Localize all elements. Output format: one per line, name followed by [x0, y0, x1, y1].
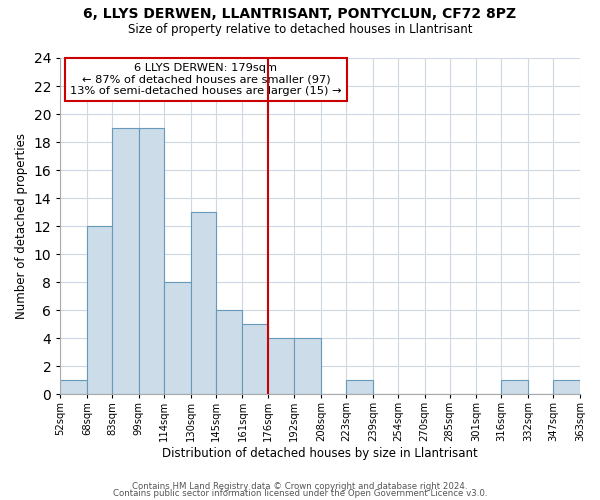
Bar	[242, 324, 268, 394]
Text: 6, LLYS DERWEN, LLANTRISANT, PONTYCLUN, CF72 8PZ: 6, LLYS DERWEN, LLANTRISANT, PONTYCLUN, …	[83, 8, 517, 22]
Bar	[346, 380, 373, 394]
Text: 6 LLYS DERWEN: 179sqm
← 87% of detached houses are smaller (97)
13% of semi-deta: 6 LLYS DERWEN: 179sqm ← 87% of detached …	[70, 63, 341, 96]
Bar	[139, 128, 164, 394]
Bar	[294, 338, 321, 394]
Bar	[164, 282, 191, 394]
Bar	[61, 380, 87, 394]
Y-axis label: Number of detached properties: Number of detached properties	[15, 133, 28, 319]
Text: Size of property relative to detached houses in Llantrisant: Size of property relative to detached ho…	[128, 22, 472, 36]
Bar	[216, 310, 242, 394]
Bar	[112, 128, 139, 394]
Bar	[553, 380, 580, 394]
X-axis label: Distribution of detached houses by size in Llantrisant: Distribution of detached houses by size …	[162, 447, 478, 460]
Text: Contains public sector information licensed under the Open Government Licence v3: Contains public sector information licen…	[113, 488, 487, 498]
Bar	[502, 380, 528, 394]
Bar	[268, 338, 294, 394]
Text: Contains HM Land Registry data © Crown copyright and database right 2024.: Contains HM Land Registry data © Crown c…	[132, 482, 468, 491]
Bar	[191, 212, 216, 394]
Bar	[87, 226, 112, 394]
